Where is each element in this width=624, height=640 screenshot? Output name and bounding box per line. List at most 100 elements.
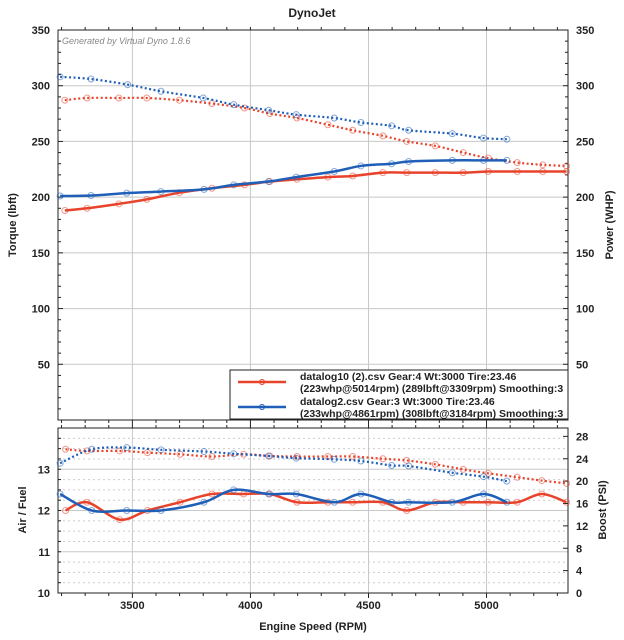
data-point: [513, 168, 521, 176]
data-point: [157, 188, 165, 196]
legend-run2-line1: datalog2.csv Gear:3 Wt:3000 Tire:23.46: [300, 396, 495, 408]
data-point: [563, 498, 571, 506]
y-tick-label: 250: [32, 136, 50, 148]
y2-tick-label: 50: [576, 359, 588, 371]
legend-run1-line2: (223whp@5014rpm) (289lbft@3309rpm) Smoot…: [300, 383, 563, 395]
data-point: [539, 168, 547, 176]
y2-tick-label: 20: [576, 476, 588, 488]
data-point: [538, 490, 546, 498]
watermark: Generated by Virtual Dyno 1.8.6: [62, 36, 190, 46]
y-tick-label: 100: [32, 304, 50, 316]
data-point: [230, 450, 238, 458]
y-tick-label: 200: [32, 192, 50, 204]
data-point: [230, 101, 238, 109]
data-point: [357, 490, 365, 498]
data-point: [123, 444, 131, 452]
series-line: [59, 446, 508, 483]
data-point: [116, 447, 124, 455]
data-point: [388, 160, 396, 168]
x-tick-label: 4000: [238, 600, 262, 612]
y-tick-label: 12: [38, 506, 50, 518]
data-point: [459, 149, 467, 157]
data-point: [563, 168, 571, 176]
data-point: [324, 121, 332, 129]
x-tick-label: 3500: [120, 600, 144, 612]
data-point: [379, 169, 387, 177]
data-point: [431, 142, 439, 150]
data-point: [349, 126, 357, 134]
data-point: [459, 465, 467, 473]
chart-title: DynoJet: [288, 6, 335, 20]
data-point: [293, 498, 301, 506]
data-point: [479, 134, 487, 142]
legend-run2-line2: (233whp@4861rpm) (308lbft@3184rpm) Smoot…: [300, 408, 563, 420]
y-axis-title-afr: Air / Fuel: [17, 486, 29, 533]
data-point: [175, 96, 183, 104]
y2-axis-title-boost: Boost (PSI): [597, 480, 609, 540]
data-point: [87, 75, 95, 83]
data-point: [357, 457, 365, 465]
y2-axis-title-power: Power (WHP): [604, 190, 616, 259]
data-point: [87, 191, 95, 199]
data-point: [513, 498, 521, 506]
data-point: [357, 118, 365, 126]
legend-marker-run2: [259, 404, 265, 410]
series-line: [60, 159, 507, 198]
data-point: [479, 490, 487, 498]
data-point: [349, 453, 357, 461]
data-point: [479, 473, 487, 481]
data-point: [83, 498, 91, 506]
legend-box: [229, 369, 569, 420]
legend: datalog10 (2).csv Gear:4 Wt:3000 Tire:23…: [229, 369, 569, 420]
data-point: [479, 156, 487, 164]
data-point: [143, 195, 151, 203]
data-point: [200, 447, 208, 455]
data-point: [563, 479, 571, 487]
data-point: [388, 498, 396, 506]
y2-tick-label: 300: [576, 81, 594, 93]
afr-boost-plot: 3500 4000 4500 5000 10 11 12 13 0 4 8 12 16 20 24 28: [38, 425, 589, 612]
data-point: [200, 185, 208, 193]
torque-power-plot: 50 50 100 100 150 150 200 200 250 250 300 300 350 350: [32, 25, 594, 425]
data-point: [56, 73, 64, 81]
data-point: [324, 173, 332, 181]
data-point: [56, 192, 64, 200]
data-point: [83, 94, 91, 102]
data-point: [115, 200, 123, 208]
plot-frame: [57, 29, 569, 421]
y2-tick-label: 16: [576, 499, 588, 511]
data-point: [459, 169, 467, 177]
data-point: [83, 447, 91, 455]
data-point: [230, 486, 238, 494]
data-point: [357, 162, 365, 170]
data-point: [56, 459, 64, 467]
y-axis-title-torque: Torque (lbft): [7, 193, 19, 257]
data-point: [157, 507, 165, 514]
y2-tick-label: 4: [576, 566, 583, 578]
data-point: [208, 453, 216, 461]
data-point: [403, 169, 411, 177]
data-point: [431, 460, 439, 468]
y-tick-label: 13: [38, 464, 50, 476]
y2-tick-label: 100: [576, 304, 594, 316]
data-point: [503, 156, 511, 164]
data-point: [123, 507, 131, 514]
series-line: [59, 488, 508, 513]
data-point: [349, 172, 357, 180]
data-point: [448, 130, 456, 138]
x-axis-title: Engine Speed (RPM): [259, 621, 367, 633]
y2-tick-label: 150: [576, 248, 594, 260]
data-point: [379, 455, 387, 463]
data-point: [176, 498, 184, 506]
data-point: [88, 507, 96, 514]
data-point: [56, 490, 64, 498]
data-point: [124, 81, 132, 89]
data-point: [503, 477, 511, 485]
data-point: [265, 178, 273, 186]
data-point: [265, 452, 273, 460]
data-point: [503, 498, 511, 506]
y-tick-label: 350: [32, 25, 50, 37]
data-point: [157, 446, 165, 454]
data-point: [200, 498, 208, 506]
